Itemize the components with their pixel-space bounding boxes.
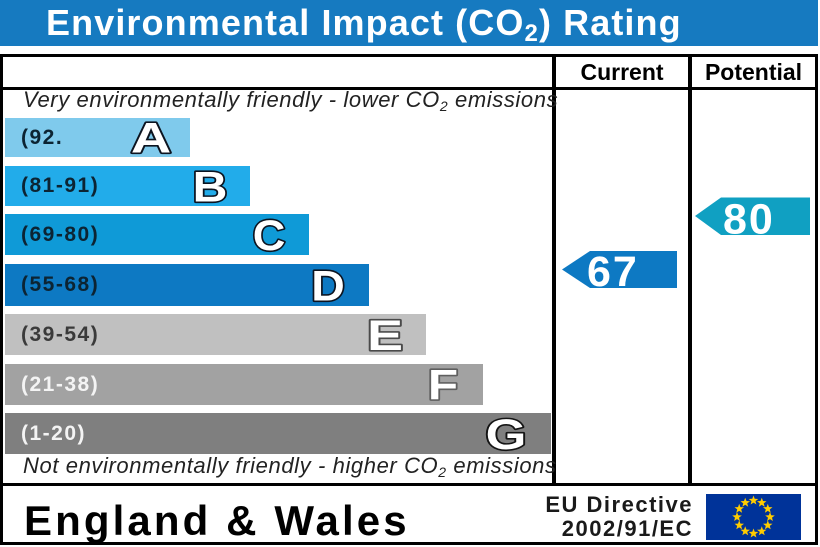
svg-text:67: 67 [587, 248, 639, 296]
svg-text:G: G [486, 411, 527, 459]
svg-text:80: 80 [723, 196, 775, 244]
svg-text:E: E [367, 312, 403, 360]
svg-text:B: B [193, 163, 228, 211]
svg-text:C: C [253, 212, 286, 260]
svg-text:D: D [311, 262, 345, 310]
svg-text:F: F [428, 361, 458, 409]
svg-text:A: A [131, 114, 171, 162]
